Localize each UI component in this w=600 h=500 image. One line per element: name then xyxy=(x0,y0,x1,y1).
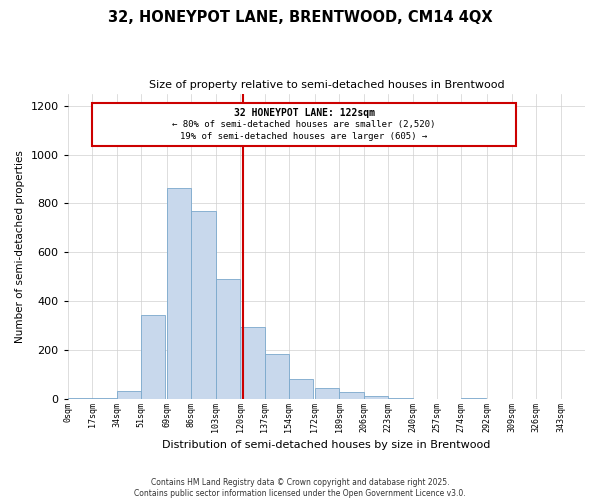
Text: 32 HONEYPOT LANE: 122sqm: 32 HONEYPOT LANE: 122sqm xyxy=(233,108,374,118)
Bar xyxy=(265,354,289,399)
Bar xyxy=(191,211,216,399)
Bar xyxy=(388,398,413,399)
Bar xyxy=(364,396,388,399)
Bar xyxy=(289,380,313,399)
Bar xyxy=(240,327,265,399)
Bar xyxy=(68,398,92,399)
Text: 32, HONEYPOT LANE, BRENTWOOD, CM14 4QX: 32, HONEYPOT LANE, BRENTWOOD, CM14 4QX xyxy=(107,10,493,25)
Bar xyxy=(167,188,191,399)
FancyBboxPatch shape xyxy=(92,104,516,146)
Bar xyxy=(116,391,141,399)
Bar xyxy=(141,314,166,399)
Y-axis label: Number of semi-detached properties: Number of semi-detached properties xyxy=(15,150,25,342)
Bar xyxy=(315,388,339,399)
Bar xyxy=(92,398,116,399)
Text: 19% of semi-detached houses are larger (605) →: 19% of semi-detached houses are larger (… xyxy=(181,132,428,141)
Bar xyxy=(216,279,240,399)
Title: Size of property relative to semi-detached houses in Brentwood: Size of property relative to semi-detach… xyxy=(149,80,504,90)
X-axis label: Distribution of semi-detached houses by size in Brentwood: Distribution of semi-detached houses by … xyxy=(162,440,491,450)
Bar xyxy=(339,392,364,399)
Text: ← 80% of semi-detached houses are smaller (2,520): ← 80% of semi-detached houses are smalle… xyxy=(172,120,436,129)
Text: Contains HM Land Registry data © Crown copyright and database right 2025.
Contai: Contains HM Land Registry data © Crown c… xyxy=(134,478,466,498)
Bar xyxy=(461,398,486,399)
